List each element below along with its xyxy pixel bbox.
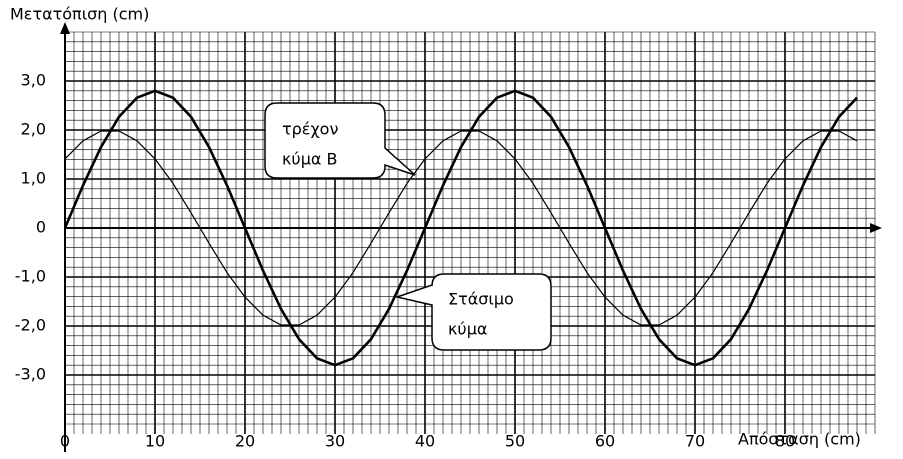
callout-box (394, 273, 552, 351)
grid (64, 31, 876, 434)
x-tick-label: 30 (325, 432, 345, 451)
wave-line (63, 89, 858, 367)
x-tick-label: 50 (505, 432, 525, 451)
curves (63, 89, 858, 367)
y-tick-label: 0 (36, 218, 46, 237)
x-axis-label: Απόσταση (cm) (738, 430, 861, 449)
x-tick-label: 60 (595, 432, 615, 451)
callout-text: Στάσιμο (448, 290, 514, 309)
y-tick-label: -2,0 (15, 316, 46, 335)
y-tick-label: 1,0 (21, 169, 46, 188)
callout-text: τρέχον (282, 120, 338, 139)
y-arrow (60, 22, 70, 34)
wave-line (64, 130, 858, 326)
x-tick-label: 20 (235, 432, 255, 451)
callout: τρέχον κύμα Β (264, 102, 416, 179)
x-tick-label: 80 (775, 432, 795, 451)
x-tick-label: 40 (415, 432, 435, 451)
callout: Στάσιμο κύμα (394, 273, 552, 351)
x-arrow (870, 223, 882, 233)
callout-box (264, 102, 416, 179)
callout-text: κύμα (448, 320, 487, 339)
y-tick-label: -3,0 (15, 365, 46, 384)
y-tick-label: -1,0 (15, 267, 46, 286)
y-tick-label: 2,0 (21, 120, 46, 139)
x-tick-label: 10 (145, 432, 165, 451)
chart-title: Μετατόπιση (cm) (10, 5, 149, 24)
axes (60, 22, 882, 452)
x-tick-label: 0 (60, 432, 70, 451)
y-tick-label: 3,0 (21, 71, 46, 90)
callout-text: κύμα Β (282, 150, 337, 169)
x-tick-label: 70 (685, 432, 705, 451)
